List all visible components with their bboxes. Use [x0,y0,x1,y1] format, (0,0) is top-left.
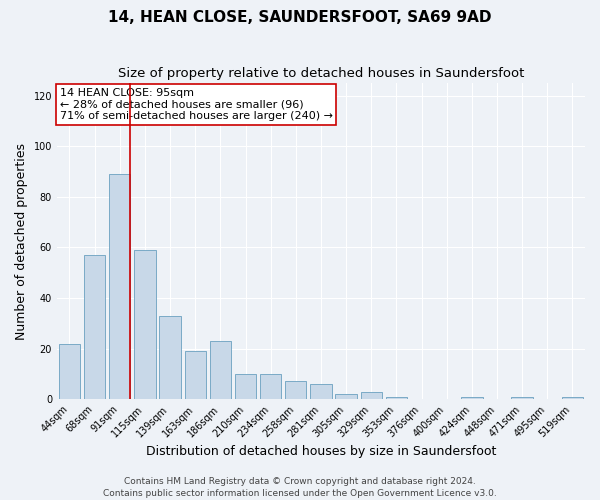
Bar [285,382,307,399]
Bar [185,351,206,399]
Text: 14 HEAN CLOSE: 95sqm
← 28% of detached houses are smaller (96)
71% of semi-detac: 14 HEAN CLOSE: 95sqm ← 28% of detached h… [59,88,332,121]
Y-axis label: Number of detached properties: Number of detached properties [15,142,28,340]
Bar [310,384,332,399]
Text: 14, HEAN CLOSE, SAUNDERSFOOT, SA69 9AD: 14, HEAN CLOSE, SAUNDERSFOOT, SA69 9AD [108,10,492,25]
Bar [209,341,231,399]
Text: Contains HM Land Registry data © Crown copyright and database right 2024.
Contai: Contains HM Land Registry data © Crown c… [103,476,497,498]
Bar [260,374,281,399]
Bar [235,374,256,399]
Bar [562,396,583,399]
X-axis label: Distribution of detached houses by size in Saundersfoot: Distribution of detached houses by size … [146,444,496,458]
Bar [461,396,482,399]
Title: Size of property relative to detached houses in Saundersfoot: Size of property relative to detached ho… [118,68,524,80]
Bar [84,255,106,399]
Bar [160,316,181,399]
Bar [386,396,407,399]
Bar [511,396,533,399]
Bar [134,250,155,399]
Bar [335,394,357,399]
Bar [109,174,130,399]
Bar [361,392,382,399]
Bar [59,344,80,399]
